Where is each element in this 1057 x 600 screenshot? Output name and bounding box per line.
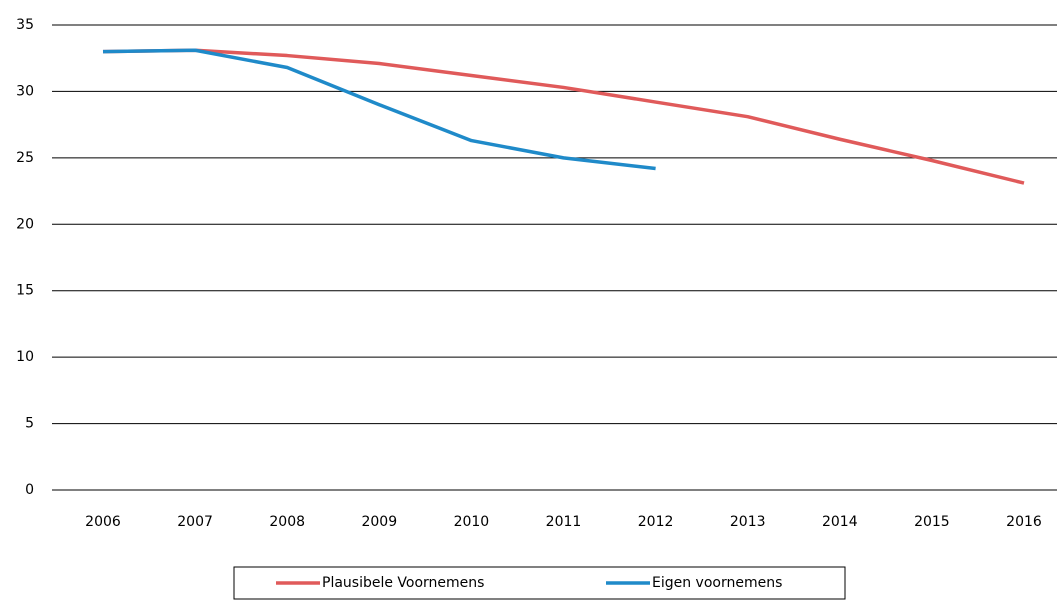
x-tick-label: 2009 bbox=[361, 514, 397, 530]
line-series bbox=[102, 48, 656, 171]
y-tick-label: 15 bbox=[16, 283, 34, 299]
y-tick-label: 25 bbox=[16, 150, 34, 166]
x-tick-label: 2015 bbox=[914, 514, 950, 530]
x-tick-label: 2014 bbox=[822, 514, 858, 530]
legend-box bbox=[233, 566, 846, 600]
x-tick-label: 2006 bbox=[85, 514, 121, 530]
y-tick-label: 10 bbox=[16, 349, 34, 365]
x-tick-label: 2008 bbox=[269, 514, 305, 530]
x-tick-label: 2013 bbox=[730, 514, 766, 530]
x-tick-label: 2010 bbox=[454, 514, 490, 530]
y-tick-label: 0 bbox=[25, 482, 34, 498]
x-tick-label: 2007 bbox=[177, 514, 213, 530]
legend-label: Eigen voornemens bbox=[652, 575, 782, 591]
x-tick-label: 2011 bbox=[546, 514, 582, 530]
y-tick-label: 5 bbox=[25, 416, 34, 432]
legend-label: Plausibele Voornemens bbox=[322, 575, 484, 591]
y-tick-label: 35 bbox=[16, 17, 34, 33]
y-tick-label: 30 bbox=[16, 83, 34, 99]
x-tick-label: 2016 bbox=[1006, 514, 1042, 530]
y-tick-label: 20 bbox=[16, 216, 34, 232]
line-series bbox=[102, 48, 1025, 185]
x-tick-label: 2012 bbox=[638, 514, 674, 530]
